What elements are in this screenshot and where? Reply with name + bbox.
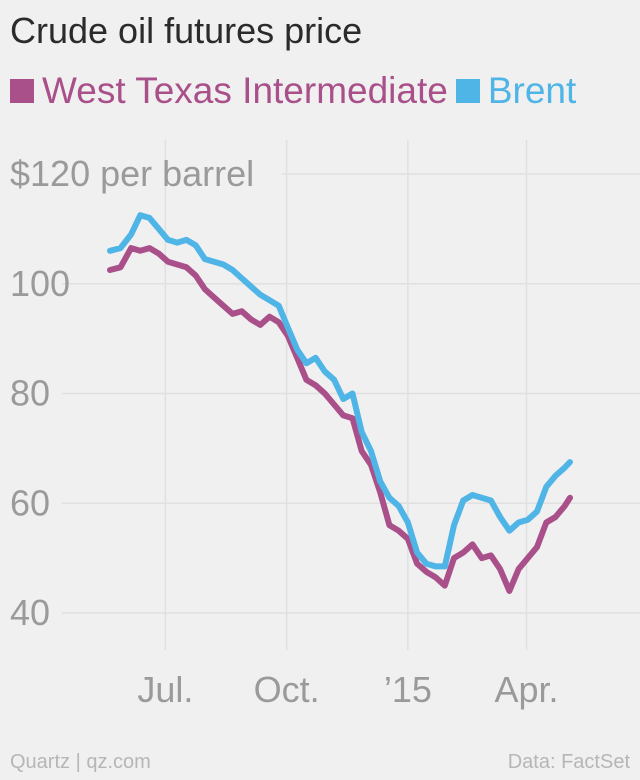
footer-source: Quartz | qz.com: [10, 751, 151, 773]
footer-data-credit: Data: FactSet: [507, 751, 630, 773]
legend-item-wti: West Texas Intermediate: [10, 70, 448, 112]
chart-title: Crude oil futures price: [10, 10, 363, 51]
y-tick-label: $120 per barrel: [10, 153, 254, 194]
y-tick-label: 80: [10, 373, 50, 414]
x-tick-label: Apr.: [494, 669, 558, 710]
line-layer: [107, 212, 573, 594]
legend-label-brent: Brent: [487, 70, 577, 111]
legend-swatch-wti: [10, 79, 34, 103]
y-tick-label: 40: [10, 592, 50, 633]
label-layer: $120 per barrel 100 80 60 40 Jul. Oct. ’15 Apr.: [10, 153, 559, 710]
x-tick-label: Jul.: [137, 669, 193, 710]
y-tick-label: 100: [10, 263, 70, 304]
wti-series-line: [107, 245, 573, 594]
legend-swatch-brent: [455, 79, 480, 103]
brent-series-line: [107, 212, 573, 570]
x-tick-label: ’15: [384, 669, 432, 710]
legend-item-brent: Brent: [455, 70, 577, 112]
legend-label-wti: West Texas Intermediate: [42, 70, 448, 111]
y-tick-label: 60: [10, 482, 50, 523]
x-tick-label: Oct.: [254, 669, 320, 710]
legend: West Texas Intermediate Brent: [10, 70, 584, 112]
